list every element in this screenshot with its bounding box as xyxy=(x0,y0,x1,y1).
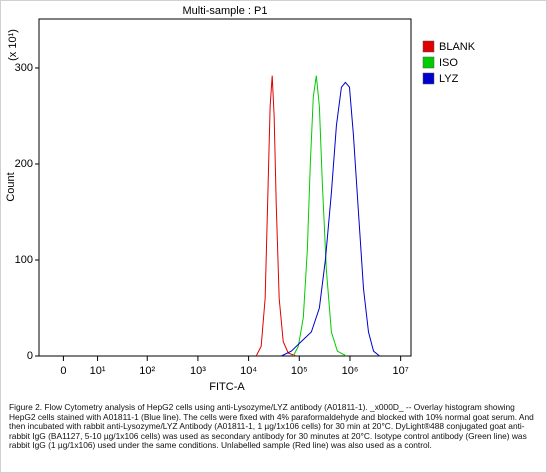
x-tick-label: 0 xyxy=(60,365,66,377)
legend-swatch xyxy=(422,40,435,53)
caption: Figure 2. Flow Cytometry analysis of Hep… xyxy=(9,402,534,451)
plot-frame xyxy=(38,18,412,357)
histogram-line xyxy=(280,81,380,357)
chart: Multi-sample : P1 FITC-A Count (x 10¹) 0… xyxy=(5,5,476,393)
histogram-line xyxy=(292,75,347,357)
y-tick-label: 100 xyxy=(15,254,33,266)
legend-label: LYZ xyxy=(439,73,459,85)
x-tick-label: 10¹ xyxy=(90,365,106,377)
legend-label: ISO xyxy=(439,57,458,69)
legend-swatch xyxy=(422,72,435,85)
y-tick-label: 0 xyxy=(27,350,33,362)
y-tick-label: 200 xyxy=(15,158,33,170)
y-tick-label: 300 xyxy=(15,62,33,74)
chart-title: Multi-sample : P1 xyxy=(183,5,268,17)
x-tick-label: 10⁴ xyxy=(240,365,257,377)
x-tick-label: 10⁷ xyxy=(393,365,409,377)
legend-label: BLANK xyxy=(439,41,476,53)
y-axis-label: Count xyxy=(5,172,17,201)
x-tick-label: 10⁵ xyxy=(291,365,308,377)
legend-swatch xyxy=(422,56,435,69)
x-tick-label: 10² xyxy=(139,365,155,377)
y-multiplier: (x 10¹) xyxy=(7,29,19,61)
histogram-line xyxy=(255,75,297,357)
x-axis-label: FITC-A xyxy=(209,381,245,393)
x-tick-label: 10⁶ xyxy=(342,365,359,377)
x-tick-label: 10³ xyxy=(190,365,206,377)
